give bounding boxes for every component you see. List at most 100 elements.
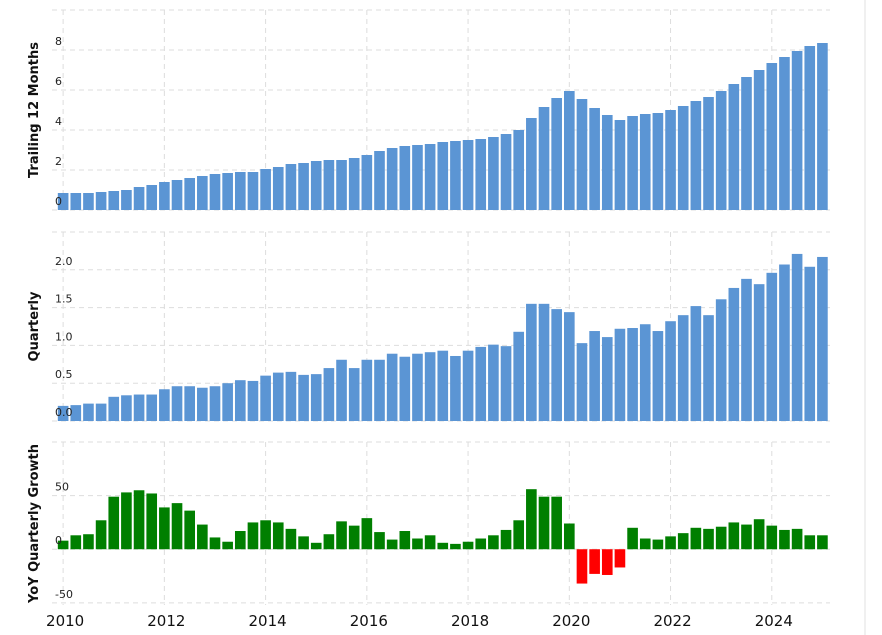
bar: [703, 315, 714, 421]
bar: [500, 529, 512, 550]
bar: [171, 503, 183, 550]
bar: [601, 115, 613, 210]
bar: [83, 534, 94, 550]
bar: [690, 527, 702, 550]
bar: [83, 403, 94, 421]
bar: [690, 306, 702, 421]
bar: [298, 536, 309, 550]
bar: [108, 191, 120, 210]
bar: [399, 146, 411, 210]
bar: [424, 352, 436, 421]
x-tick-label: 2022: [653, 612, 691, 630]
bar: [703, 97, 714, 210]
bar: [652, 113, 664, 210]
bar: [766, 272, 778, 421]
bar: [171, 386, 183, 421]
bar: [462, 541, 474, 550]
bar: [310, 542, 322, 550]
bar: [272, 522, 284, 550]
bar: [741, 524, 752, 550]
bar: [108, 496, 120, 550]
bar: [374, 151, 385, 210]
bar: [753, 519, 765, 550]
bar: [791, 253, 803, 421]
bar: [576, 343, 588, 421]
bar: [234, 172, 246, 210]
bar: [677, 533, 689, 550]
bar: [260, 520, 271, 550]
bar: [348, 368, 360, 421]
bar: [652, 331, 664, 421]
bar: [247, 522, 259, 550]
bar: [665, 321, 676, 421]
bar: [121, 395, 132, 421]
bar: [412, 353, 423, 421]
bar: [551, 496, 562, 550]
bar: [804, 535, 816, 550]
bar: [83, 193, 94, 210]
bar: [386, 148, 398, 210]
bar: [791, 528, 803, 550]
bar: [766, 525, 778, 550]
bar: [677, 315, 689, 421]
bar: [741, 278, 752, 421]
bar: [412, 145, 423, 210]
bar: [412, 538, 423, 550]
bar: [336, 160, 347, 210]
bar: [133, 187, 145, 210]
bar: [475, 139, 487, 210]
bar: [526, 118, 537, 210]
bar: [779, 529, 790, 550]
bar: [538, 496, 550, 550]
bar: [437, 542, 449, 550]
bar: [614, 328, 626, 421]
bar: [526, 489, 537, 550]
bar: [791, 51, 803, 210]
bar: [197, 387, 208, 421]
bar: [361, 359, 373, 421]
bar: [551, 98, 562, 210]
bar: [121, 190, 132, 210]
bar: [424, 535, 436, 550]
bar: [741, 77, 752, 210]
bar: [804, 46, 816, 210]
bar: [703, 528, 714, 550]
bar: [285, 164, 297, 210]
bar: [272, 167, 284, 210]
bar: [462, 140, 474, 210]
bar: [614, 549, 626, 568]
bar: [500, 346, 512, 421]
bar: [652, 539, 664, 550]
bar: [728, 522, 740, 550]
bar: [538, 107, 550, 210]
bar: [817, 43, 828, 210]
bar: [57, 405, 69, 421]
bar: [450, 543, 461, 550]
bar: [817, 535, 828, 550]
x-tick-label: 2016: [350, 612, 388, 630]
y-tick-label: 50: [55, 481, 69, 494]
bar: [601, 549, 613, 575]
x-tick-label: 2020: [552, 612, 590, 630]
bar: [766, 63, 778, 210]
bar: [500, 134, 512, 210]
bar: [285, 528, 297, 550]
bar: [260, 375, 271, 421]
bar: [323, 160, 335, 210]
y-tick-label: 1.5: [55, 293, 73, 306]
bar: [728, 287, 740, 421]
bar: [513, 520, 525, 550]
bar: [348, 158, 360, 210]
bar: [298, 374, 309, 421]
bar: [57, 540, 69, 550]
bar: [272, 372, 284, 421]
y-tick-label: 4: [55, 115, 62, 128]
bar: [551, 309, 562, 421]
bar: [639, 114, 651, 210]
bar: [715, 526, 727, 550]
bar: [665, 110, 676, 210]
y-tick-label: 2.0: [55, 255, 73, 268]
y-tick-label: 2: [55, 155, 62, 168]
bar: [133, 394, 145, 421]
bar: [424, 144, 436, 210]
